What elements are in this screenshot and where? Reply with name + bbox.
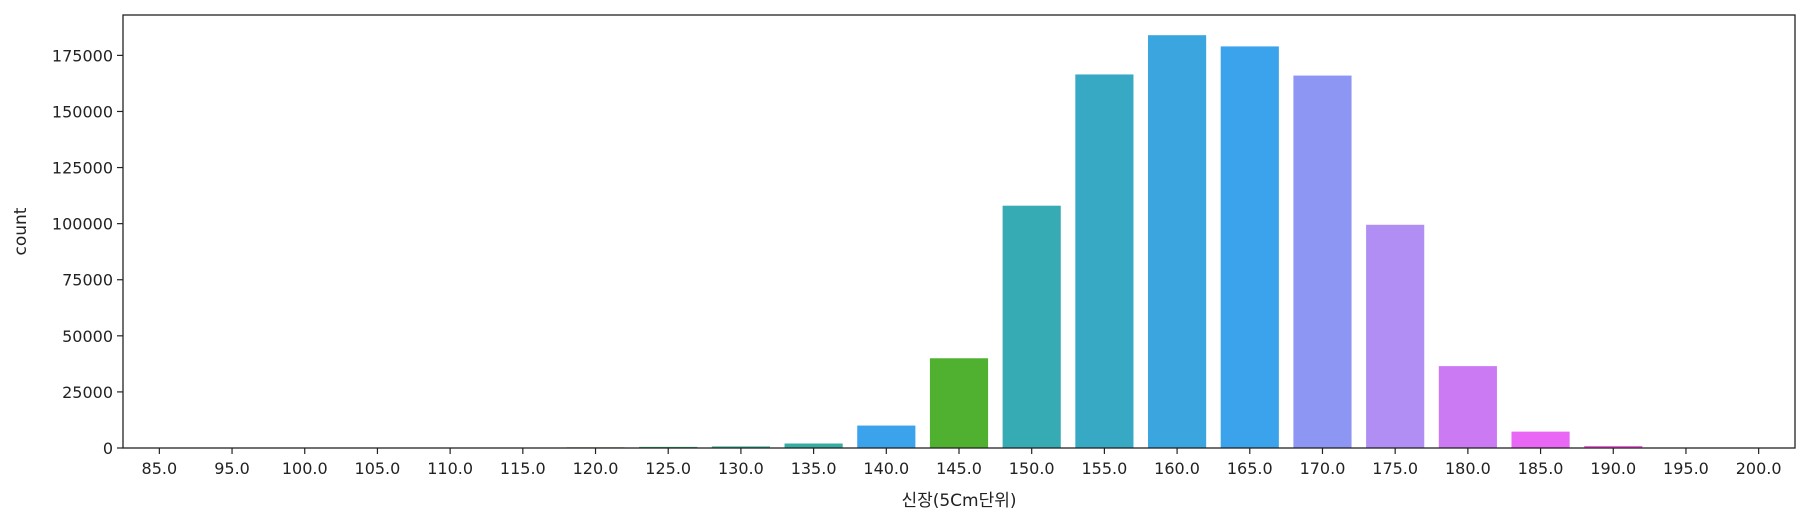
bar-165.0 bbox=[1221, 46, 1279, 448]
x-tick-label: 85.0 bbox=[142, 459, 178, 478]
x-tick-label: 130.0 bbox=[718, 459, 764, 478]
x-tick-label: 175.0 bbox=[1372, 459, 1418, 478]
x-tick-label: 110.0 bbox=[427, 459, 473, 478]
bar-145.0 bbox=[930, 358, 988, 448]
x-tick-label: 95.0 bbox=[214, 459, 250, 478]
x-tick-label: 115.0 bbox=[500, 459, 546, 478]
x-tick-label: 180.0 bbox=[1445, 459, 1491, 478]
y-tick-label: 175000 bbox=[52, 46, 113, 65]
x-tick-label: 160.0 bbox=[1154, 459, 1200, 478]
bar-140.0 bbox=[857, 426, 915, 448]
y-axis-ticks: 0 25000 50000 75000 100000 125000 150000 175000 bbox=[52, 46, 123, 458]
x-tick-label: 195.0 bbox=[1663, 459, 1709, 478]
bar-170.0 bbox=[1293, 76, 1351, 448]
y-tick-label: 0 bbox=[103, 439, 113, 458]
x-tick-label: 145.0 bbox=[936, 459, 982, 478]
bars bbox=[130, 35, 1787, 448]
x-tick-label: 120.0 bbox=[573, 459, 619, 478]
y-tick-label: 125000 bbox=[52, 159, 113, 178]
x-tick-label: 200.0 bbox=[1736, 459, 1782, 478]
bar-180.0 bbox=[1439, 366, 1497, 448]
bar-150.0 bbox=[1003, 206, 1061, 448]
y-axis-label: count bbox=[11, 207, 31, 255]
x-tick-label: 185.0 bbox=[1518, 459, 1564, 478]
x-tick-label: 135.0 bbox=[791, 459, 837, 478]
x-tick-label: 100.0 bbox=[282, 459, 328, 478]
y-tick-label: 25000 bbox=[62, 383, 113, 402]
bar-135.0 bbox=[785, 444, 843, 448]
x-tick-label: 155.0 bbox=[1081, 459, 1127, 478]
x-tick-label: 165.0 bbox=[1227, 459, 1273, 478]
x-tick-label: 125.0 bbox=[645, 459, 691, 478]
y-tick-label: 75000 bbox=[62, 271, 113, 290]
x-tick-label: 170.0 bbox=[1300, 459, 1346, 478]
x-tick-label: 140.0 bbox=[863, 459, 909, 478]
x-axis-label: 신장(5Cm단위) bbox=[901, 491, 1016, 511]
x-tick-label: 150.0 bbox=[1009, 459, 1055, 478]
bar-160.0 bbox=[1148, 35, 1206, 448]
y-tick-label: 50000 bbox=[62, 327, 113, 346]
y-tick-label: 100000 bbox=[52, 215, 113, 234]
bar-155.0 bbox=[1075, 74, 1133, 448]
y-tick-label: 150000 bbox=[52, 102, 113, 121]
bar-185.0 bbox=[1511, 432, 1569, 448]
x-axis-ticks: 85.0 95.0 100.0 105.0 110.0 115.0 120.0 125.0 13… bbox=[142, 448, 1782, 478]
x-tick-label: 105.0 bbox=[355, 459, 401, 478]
bar-175.0 bbox=[1366, 225, 1424, 448]
x-tick-label: 190.0 bbox=[1590, 459, 1636, 478]
